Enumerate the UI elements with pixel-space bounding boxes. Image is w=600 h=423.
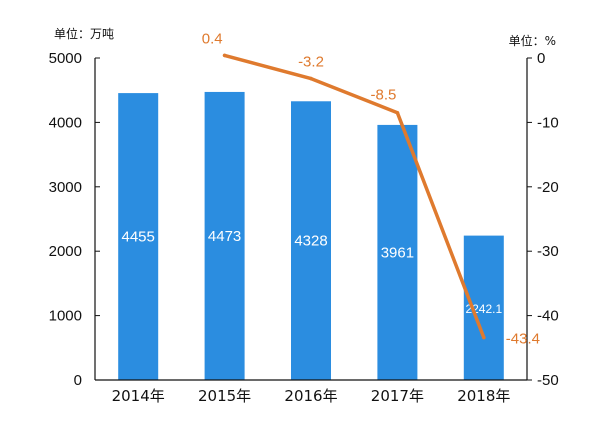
- bar-3: [377, 124, 418, 381]
- line-value-label-0: 0.4: [202, 30, 223, 47]
- line-value-label-2: -8.5: [371, 87, 397, 104]
- x-category-label-2: 2016年: [284, 387, 337, 405]
- x-category-label-0: 2014年: [112, 387, 165, 405]
- bar-value-label-2: 4328: [294, 233, 327, 250]
- bar-1: [204, 91, 245, 381]
- bar-value-label-3: 3961: [381, 244, 414, 261]
- right-axis-unit: 单位：%: [509, 33, 556, 48]
- left-tick-label-0: 0: [74, 372, 82, 389]
- x-category-label-4: 2018年: [457, 387, 510, 405]
- right-tick-label-4: -40: [537, 308, 559, 325]
- x-category-label-1: 2015年: [198, 387, 251, 405]
- bar-value-label-1: 4473: [208, 228, 241, 245]
- x-category-label-3: 2017年: [371, 387, 424, 405]
- right-tick-label-5: -50: [537, 372, 559, 389]
- line-point-0: [222, 53, 227, 58]
- line-point-3: [482, 335, 486, 340]
- line-point-2: [395, 110, 400, 115]
- left-tick-label-1: 1000: [49, 308, 82, 325]
- line-value-label-1: -3.2: [298, 54, 324, 71]
- left-tick-label-2: 2000: [49, 243, 82, 260]
- bar-0: [118, 93, 159, 381]
- left-tick-label-5: 5000: [49, 50, 82, 67]
- line-point-1: [309, 76, 313, 81]
- left-tick-label-4: 4000: [49, 114, 82, 131]
- right-tick-label-0: 0: [537, 50, 545, 67]
- line-series-path: [222, 53, 486, 340]
- right-tick-label-3: -30: [537, 243, 559, 260]
- left-tick-label-3: 3000: [49, 179, 82, 196]
- bar-value-label-0: 4455: [122, 229, 155, 246]
- right-tick-label-2: -20: [537, 179, 559, 196]
- left-axis-unit: 单位：万吨: [54, 26, 114, 41]
- right-tick-label-1: -10: [537, 114, 559, 131]
- bar-4: [463, 235, 504, 380]
- bar-2: [291, 101, 331, 381]
- line-value-label-3: -43.4: [506, 330, 540, 347]
